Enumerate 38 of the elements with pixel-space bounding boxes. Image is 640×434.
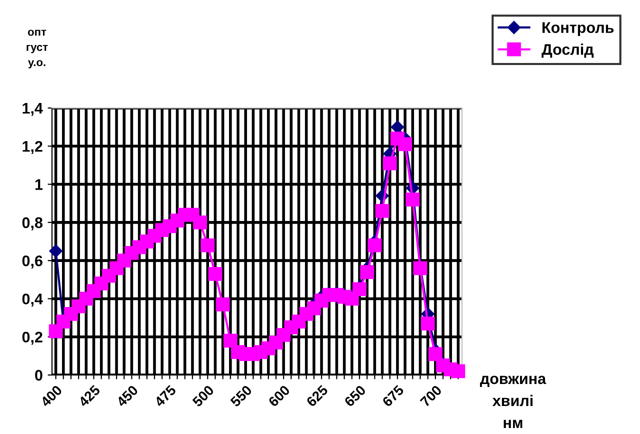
point <box>390 120 404 134</box>
point <box>360 265 374 279</box>
x-tick-label: 675 <box>382 384 404 408</box>
y-tick-label: 0 <box>35 370 42 381</box>
x-tick-label: 700 <box>420 384 442 408</box>
point <box>398 137 412 152</box>
legend-label: Контроль <box>542 22 614 36</box>
x-tick-label: 650 <box>344 384 366 408</box>
x-axis-title: довжина хвилі нм <box>480 376 546 428</box>
y-tick-label: 1,4 <box>22 103 43 116</box>
x-tick-label: 625 <box>306 384 328 408</box>
x-tick-label: 500 <box>192 384 214 408</box>
x-tick-label: 475 <box>154 384 177 408</box>
point <box>200 238 215 252</box>
y-tick-label: 0,2 <box>22 332 42 345</box>
y-tick-label: 0,8 <box>22 217 43 230</box>
x-tick-label: 450 <box>116 384 139 408</box>
point <box>208 266 222 281</box>
y-tick-label: 1,2 <box>22 141 42 154</box>
point <box>193 215 207 230</box>
y-tick-label: 1 <box>35 179 43 190</box>
point <box>216 297 230 312</box>
y-axis-title: опт густ у.о. <box>26 30 48 68</box>
x-tick-label: 600 <box>268 384 290 408</box>
point <box>368 238 382 252</box>
point <box>428 347 442 361</box>
x-tick-label: 425 <box>78 384 101 408</box>
x-tick-label: 400 <box>40 384 63 408</box>
point <box>406 192 420 206</box>
point <box>49 244 62 258</box>
point <box>420 316 435 330</box>
y-tick-label: 0,4 <box>22 294 43 307</box>
x-tick-label: 550 <box>230 384 252 408</box>
point <box>382 156 397 170</box>
point <box>223 334 238 348</box>
legend-label: Дослід <box>542 44 594 58</box>
point <box>375 204 390 218</box>
y-tick-label: 0,6 <box>22 255 42 268</box>
